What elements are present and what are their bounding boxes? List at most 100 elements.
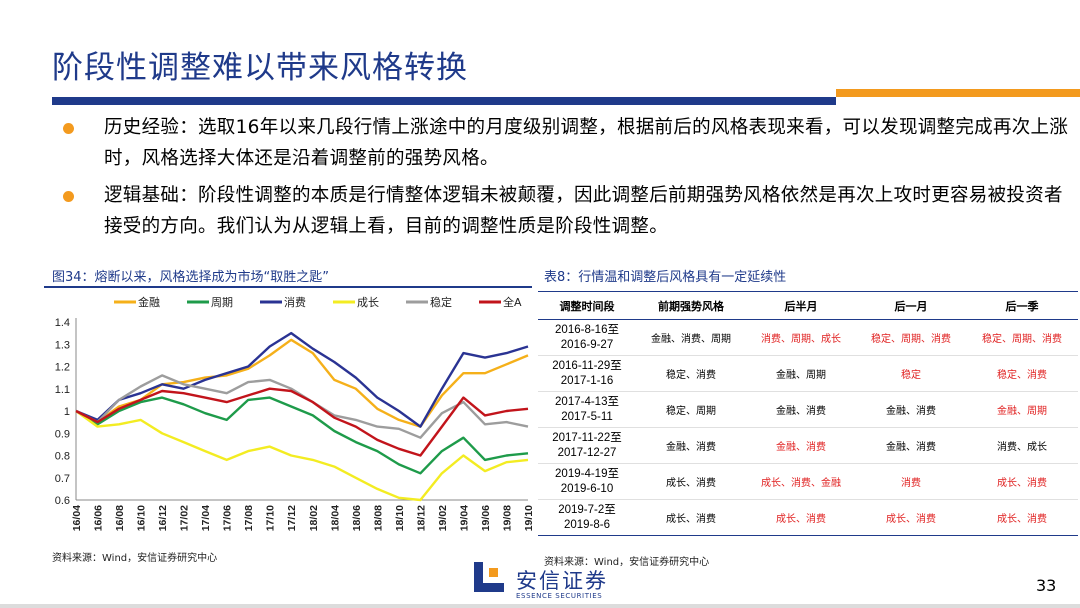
cell-period: 2019-4-19至 2019-6-10 [538, 463, 636, 500]
logo-name-en: ESSENCE SECURITIES [516, 592, 603, 600]
cell-half-month: 金融、周期 [746, 355, 856, 392]
cell-half-month: 成长、消费 [746, 499, 856, 536]
figure-title: 图34：熔断以来，风格选择成为市场“取胜之匙” [52, 270, 330, 285]
cell-half-month: 消费、周期、成长 [746, 319, 856, 356]
x-tick-label: 18/04 [329, 505, 341, 531]
cell-one-quarter: 成长、消费 [966, 463, 1078, 500]
header-period: 调整时间段 [538, 291, 636, 320]
period-end: 2017-5-11 [561, 410, 613, 423]
table-row: 2016-11-29至 2017-1-16 稳定、消费 金融、周期 稳定 稳定、消… [538, 355, 1078, 392]
bullet-item: 逻辑基础：阶段性调整的本质是行情整体逻辑未被颠覆，因此调整后前期强势风格依然是再… [62, 180, 1072, 242]
x-tick-label: 19/06 [480, 505, 492, 531]
x-tick-label: 18/02 [308, 505, 320, 531]
legend-label: 周期 [211, 296, 233, 309]
period-end: 2017-1-16 [560, 374, 614, 387]
x-tick-label: 18/06 [351, 505, 363, 531]
legend-label: 金融 [138, 295, 160, 309]
table-row: 2019-7-2至 2019-8-6 成长、消费 成长、消费 成长、消费 成长、消… [538, 499, 1078, 536]
x-tick-label: 16/04 [71, 505, 83, 531]
x-tick-label: 16/08 [114, 505, 126, 531]
title-underline-orange [836, 89, 1080, 97]
period-start: 2016-11-29至 [552, 359, 622, 372]
cell-prior: 稳定、消费 [636, 355, 746, 392]
y-tick-label: 0.7 [55, 473, 70, 485]
table-row: 2017-11-22至 2017-12-27 金融、消费 金融、消费 金融、消费 … [538, 427, 1078, 464]
y-tick-label: 1.4 [55, 317, 70, 329]
cell-half-month: 金融、消费 [746, 391, 856, 428]
cell-one-quarter: 金融、周期 [966, 391, 1078, 428]
table-row: 2017-4-13至 2017-5-11 稳定、周期 金融、消费 金融、消费 金融… [538, 391, 1078, 428]
bullet-list: 历史经验：选取16年以来几段行情上涨途中的月度级别调整，根据前后的风格表现来看，… [62, 112, 1072, 248]
period-end: 2016-9-27 [560, 338, 614, 351]
cell-period: 2016-8-16至 2016-9-27 [538, 319, 636, 356]
cell-prior: 成长、消费 [636, 499, 746, 536]
x-tick-label: 18/08 [372, 505, 384, 531]
style-table: 调整时间段 前期强势风格 后半月 后一月 后一季 2016-8-16至 2016-… [538, 291, 1078, 536]
bullet-dot-icon [63, 191, 74, 202]
x-tick-label: 19/04 [458, 505, 470, 531]
x-tick-label: 19/08 [501, 505, 513, 531]
period-end: 2019-6-10 [560, 482, 614, 495]
period-start: 2017-4-13至 [555, 395, 619, 408]
period-start: 2016-8-16至 [555, 323, 619, 336]
logo-name-cn: 安信证券 [516, 569, 608, 593]
cell-one-month: 稳定、周期、消费 [856, 319, 966, 356]
table-title: 表8：行情温和调整后风格具有一定延续性 [544, 270, 787, 285]
title-underline-blue [52, 97, 836, 105]
x-tick-label: 19/02 [437, 505, 449, 531]
bullet-item: 历史经验：选取16年以来几段行情上涨途中的月度级别调整，根据前后的风格表现来看，… [62, 112, 1072, 174]
chart-svg: 0.6 0.7 0.8 0.9 1 1.1 1.2 1.3 1.4 16/04 16/06 16/08… [55, 295, 535, 531]
cell-one-month: 稳定 [856, 355, 966, 392]
legend-label: 全A [503, 295, 522, 309]
period-start: 2019-7-2至 [558, 503, 616, 516]
table-row: 2019-4-19至 2019-6-10 成长、消费 成长、消费、金融 消费 成长… [538, 463, 1078, 500]
page-title: 阶段性调整难以带来风格转换 [52, 50, 468, 86]
x-tick-label: 17/08 [243, 505, 255, 531]
y-tick-label: 0.6 [55, 495, 70, 507]
cell-prior: 金融、消费 [636, 427, 746, 464]
y-tick-label: 1.2 [55, 362, 70, 374]
series-line [75, 387, 529, 457]
x-tick-label: 17/04 [200, 505, 212, 531]
x-tick-label: 16/12 [157, 505, 169, 531]
cell-one-quarter: 稳定、消费 [966, 355, 1078, 392]
x-tick-label: 19/10 [523, 505, 534, 531]
y-tick-label: 1.1 [55, 384, 70, 396]
period-start: 2019-4-19至 [555, 467, 619, 480]
legend-label: 成长 [357, 296, 379, 309]
period-end: 2019-8-6 [563, 518, 611, 531]
page-number: 33 [1036, 576, 1057, 595]
x-tick-label: 17/12 [286, 505, 298, 531]
cell-prior: 稳定、周期 [636, 391, 746, 428]
series-line [75, 338, 529, 428]
x-tick-label: 18/12 [415, 505, 427, 531]
bullet-dot-icon [63, 123, 74, 134]
x-tick-label: 16/06 [93, 505, 105, 531]
x-tick-label: 17/02 [179, 505, 191, 531]
bullet-text: 历史经验：选取16年以来几段行情上涨途中的月度级别调整，根据前后的风格表现来看，… [104, 117, 1069, 169]
y-tick-label: 0.8 [55, 451, 70, 463]
x-tick-label: 16/10 [136, 505, 148, 531]
x-tick-label: 18/10 [394, 505, 406, 531]
series-line [75, 410, 529, 502]
series-line [75, 374, 529, 439]
cell-period: 2017-11-22至 2017-12-27 [538, 427, 636, 464]
table-header-row: 调整时间段 前期强势风格 后半月 后一月 后一季 [538, 291, 1078, 320]
cell-one-month: 消费 [856, 463, 966, 500]
legend-label: 稳定 [430, 295, 452, 309]
cell-one-quarter: 成长、消费 [966, 499, 1078, 536]
series-line [75, 331, 529, 428]
cell-one-month: 金融、消费 [856, 391, 966, 428]
header-one-quarter: 后一季 [966, 291, 1078, 320]
header-half-month: 后半月 [746, 291, 856, 320]
y-tick-label: 1 [64, 406, 70, 418]
cell-period: 2016-11-29至 2017-1-16 [538, 355, 636, 392]
cell-prior: 成长、消费 [636, 463, 746, 500]
company-logo: 安信证券 ESSENCE SECURITIES [474, 562, 634, 604]
cell-one-quarter: 稳定、周期、消费 [966, 319, 1078, 356]
table-source: 资料来源：Wind，安信证券研究中心 [544, 557, 710, 568]
style-index-chart: 0.6 0.7 0.8 0.9 1 1.1 1.2 1.3 1.4 16/04 16/06 16/08… [44, 290, 535, 540]
footer-line [0, 604, 1080, 608]
y-tick-label: 0.9 [55, 428, 70, 440]
cell-period: 2017-4-13至 2017-5-11 [538, 391, 636, 428]
